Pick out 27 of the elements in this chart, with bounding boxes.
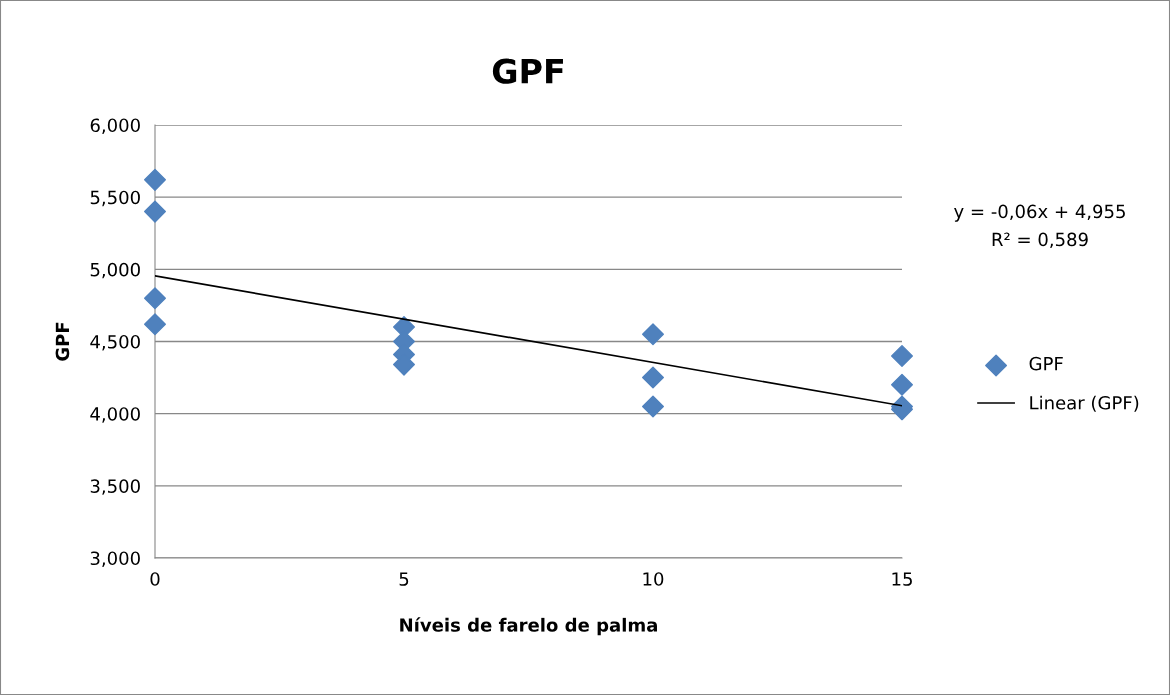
- x-axis-title: Níveis de farelo de palma: [400, 617, 657, 636]
- point: [642, 323, 664, 346]
- x-tick-label: 10: [643, 572, 664, 586]
- y-tick-label: 3,000: [90, 551, 140, 567]
- y-axis-title: GPF: [55, 322, 70, 361]
- point: [891, 373, 913, 396]
- point: [144, 200, 166, 223]
- point: [642, 395, 664, 418]
- y-tick-label: 4,500: [90, 334, 140, 351]
- point: [642, 366, 664, 389]
- point: [891, 344, 913, 367]
- y-tick-label: 6,000: [90, 118, 140, 134]
- x-tick-label: 0: [150, 572, 160, 586]
- y-tick-label: 5,000: [90, 262, 140, 279]
- y-tick-label: 5,500: [90, 190, 140, 207]
- point: [144, 313, 166, 336]
- text: R² = 0,589: [992, 232, 1088, 249]
- legend-label: GPF: [1029, 356, 1063, 371]
- chart-title: GPF: [492, 58, 563, 84]
- legend-label: Linear (GPF): [1030, 395, 1139, 412]
- y-tick-label: 3,500: [90, 479, 140, 495]
- y-tick-label: 4,000: [90, 407, 140, 423]
- point: [144, 168, 166, 191]
- x-tick-label: 15: [892, 572, 912, 586]
- x-tick-label: 5: [399, 572, 409, 586]
- text: y = -0,06x + 4,955: [954, 204, 1125, 222]
- point: [144, 287, 166, 310]
